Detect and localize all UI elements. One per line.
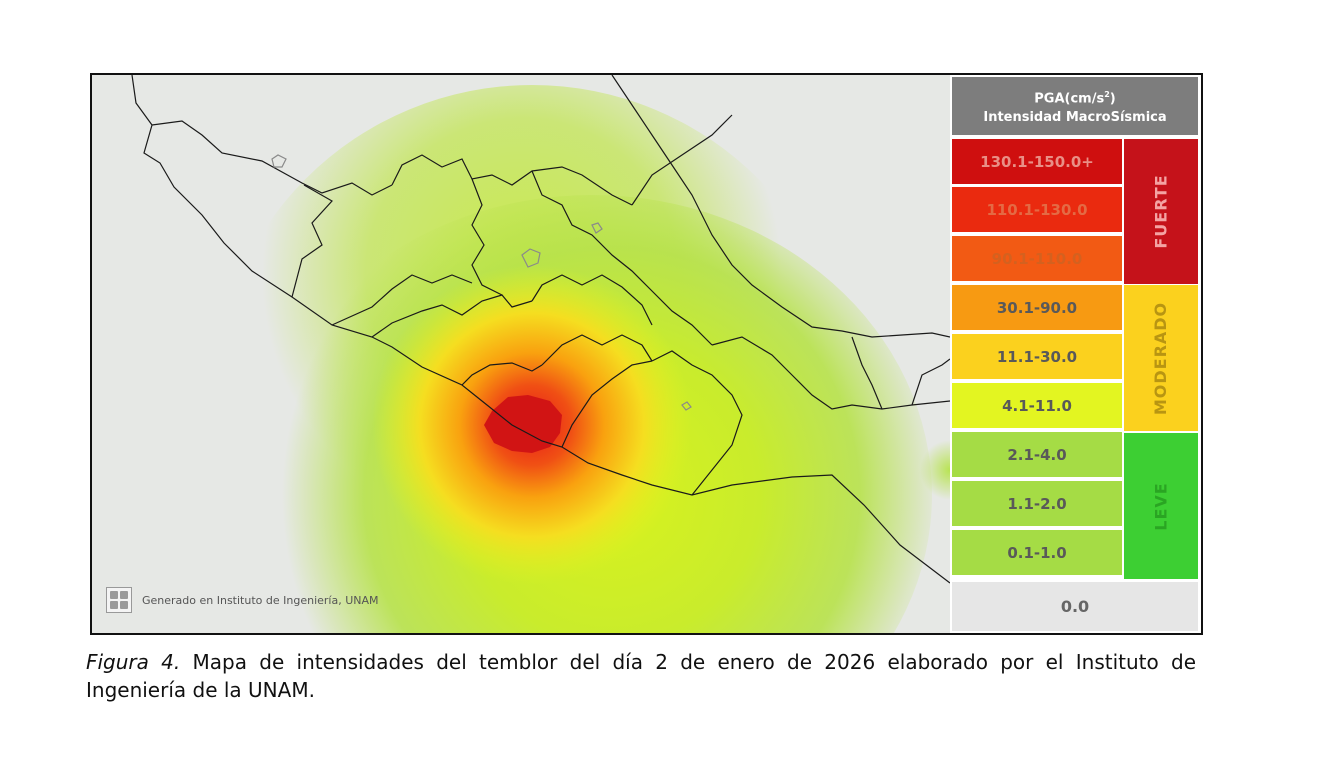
legend-title-line2: Intensidad MacroSísmica <box>983 110 1167 126</box>
map-svg <box>92 75 950 633</box>
legend-row-moderado-1: 30.1-90.0 <box>952 285 1122 332</box>
legend-row-zero: 0.0 <box>952 582 1198 631</box>
intensity-map: Generado en Instituto de Ingeniería, UNA… <box>92 75 950 633</box>
legend-row-moderado-2: 11.1-30.0 <box>952 334 1122 381</box>
legend-row-moderado-3: 4.1-11.0 <box>952 383 1122 430</box>
lakes <box>271 154 692 411</box>
institute-logo-icon <box>106 587 132 613</box>
figure-label: Figura 4. <box>86 650 181 674</box>
map-credit-text: Generado en Instituto de Ingeniería, UNA… <box>142 593 379 607</box>
legend-row-fuerte-1: 130.1-150.0+ <box>952 139 1122 186</box>
legend-group-fuerte: FUERTE <box>1124 139 1198 284</box>
intensity-zone-east <box>920 440 950 500</box>
caption-text: Mapa de intensidades del temblor del día… <box>86 650 1196 702</box>
epicenter-zone <box>484 395 562 453</box>
legend-title: PGA(cm/s2) Intensidad MacroSísmica <box>952 77 1198 135</box>
state-borders <box>131 75 950 584</box>
map-credit: Generado en Instituto de Ingeniería, UNA… <box>106 587 379 613</box>
legend-title-line1: PGA(cm/s2) <box>1034 89 1116 107</box>
legend-row-fuerte-2: 110.1-130.0 <box>952 187 1122 234</box>
intensity-legend: PGA(cm/s2) Intensidad MacroSísmica 130.1… <box>950 75 1201 633</box>
legend-row-fuerte-3: 90.1-110.0 <box>952 236 1122 283</box>
legend-row-leve-2: 1.1-2.0 <box>952 481 1122 528</box>
figure-frame: Generado en Instituto de Ingeniería, UNA… <box>90 73 1203 635</box>
legend-row-leve-3: 0.1-1.0 <box>952 530 1122 577</box>
figure-caption: Figura 4. Mapa de intensidades del tembl… <box>86 648 1196 704</box>
legend-group-moderado: MODERADO <box>1124 285 1198 431</box>
legend-row-leve-1: 2.1-4.0 <box>952 432 1122 479</box>
legend-group-leve: LEVE <box>1124 433 1198 579</box>
